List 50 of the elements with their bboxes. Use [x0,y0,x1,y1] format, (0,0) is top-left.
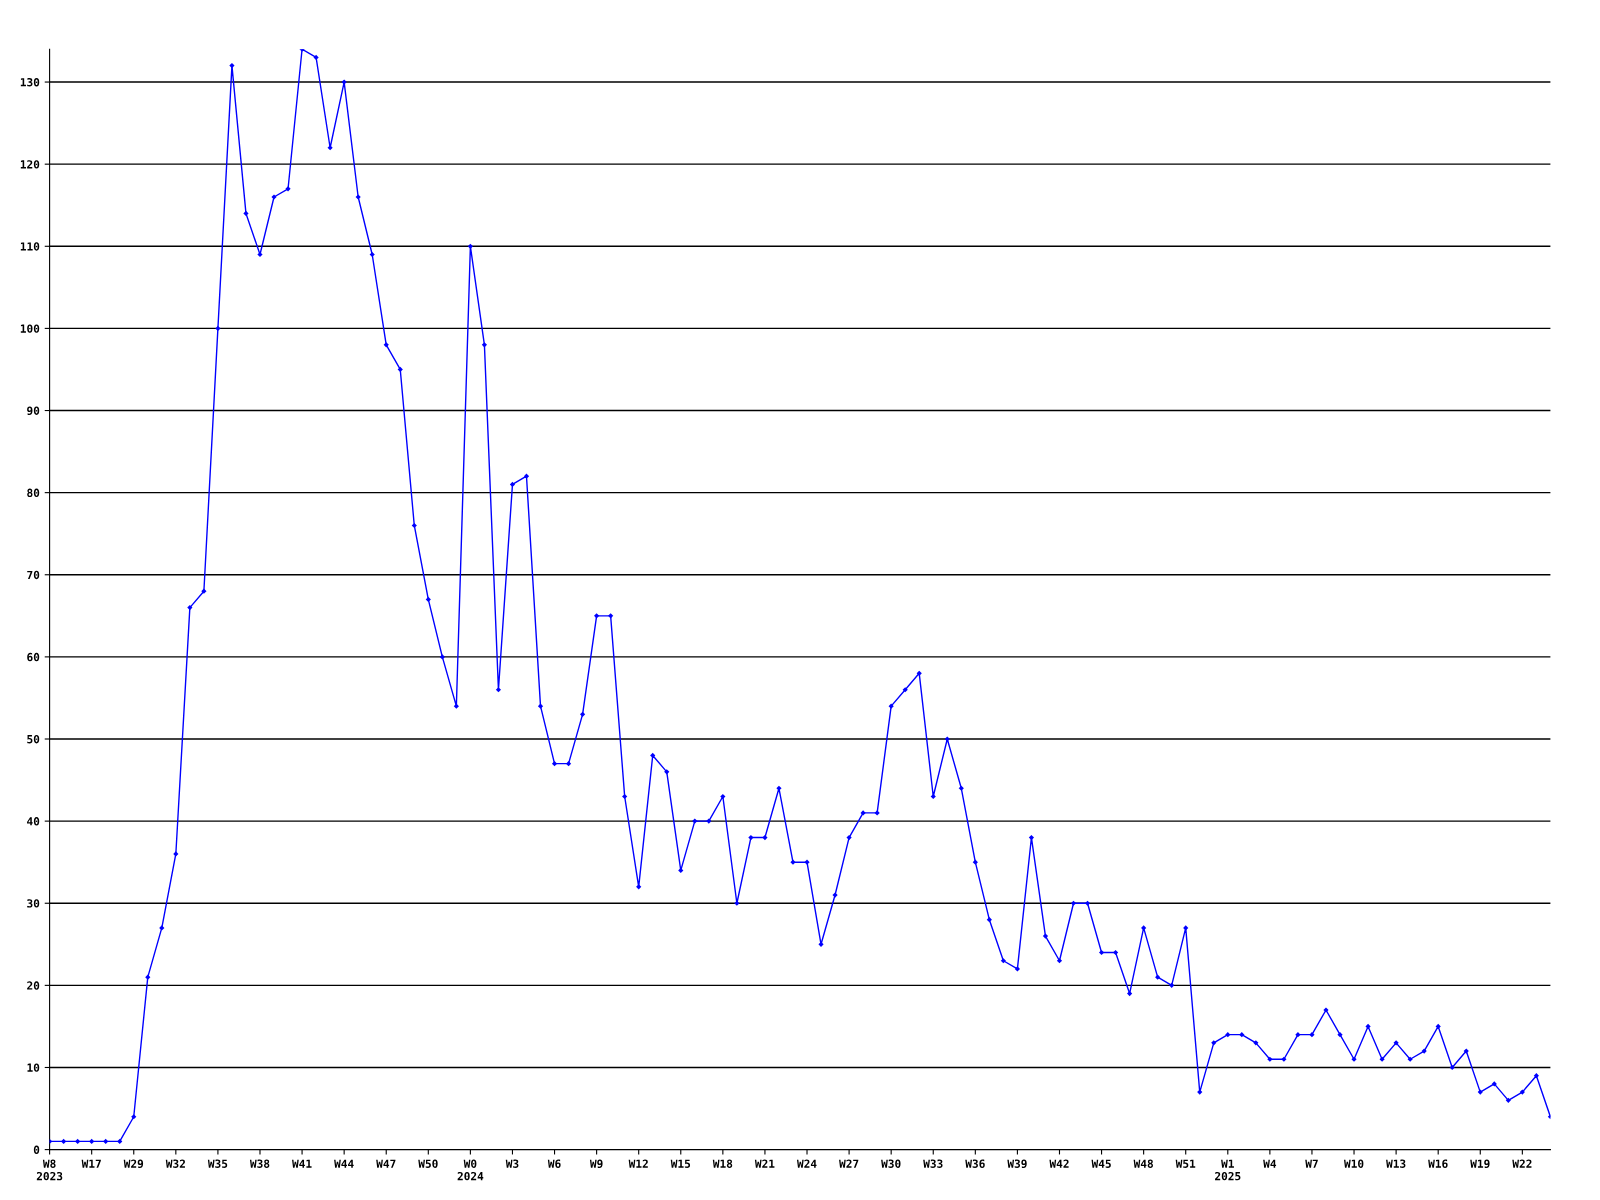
x-tick-label: W24 [796,1159,817,1168]
x-tick-label: W12 [628,1159,648,1168]
x-tick-label: W15 [670,1159,691,1168]
x-tick-label: W45 [1091,1159,1111,1168]
x-tick-label: W35 [207,1159,228,1168]
x-tick-label: W47 [376,1159,396,1168]
y-tick-label: 60 [27,652,40,662]
x-tick-label: W27 [839,1159,859,1168]
x-tick-label: W4 [1263,1159,1277,1168]
x-tick-label: W51 [1175,1159,1196,1168]
x-tick-label: W36 [965,1159,985,1168]
x-tick-label: W38 [249,1159,270,1168]
y-tick-label: 100 [20,324,40,333]
x-tick-label: W22 [1512,1159,1532,1168]
y-tick-label: 50 [27,734,40,744]
x-tick-label: W48 [1133,1159,1153,1168]
x-tick-label: W44 [334,1159,354,1168]
x-tick-label: W39 [1007,1159,1027,1168]
x-tick-label: W1 2025 [1215,1159,1241,1181]
x-tick-label: W33 [923,1159,943,1168]
y-tick-label: 20 [27,981,40,990]
x-tick-label: W10 [1344,1159,1364,1168]
x-tick-label: W3 [505,1159,519,1168]
x-tick-label: W8 2023 [36,1159,63,1181]
x-tick-label: W41 [292,1159,312,1168]
y-tick-label: 80 [27,488,40,498]
x-tick-label: W50 [418,1159,438,1168]
x-tick-label: W30 [881,1159,901,1168]
x-tick-label: W18 [712,1159,733,1168]
y-tick-label: 110 [20,242,40,251]
y-tick-label: 0 [33,1145,40,1154]
x-tick-label: W13 [1386,1159,1406,1168]
y-tick-label: 120 [20,160,40,169]
x-tick-label: W21 [754,1159,775,1168]
y-tick-label: 10 [27,1063,40,1072]
x-tick-label: W6 [547,1159,561,1168]
y-tick-label: 130 [20,78,40,87]
x-tick-label: W9 [589,1159,603,1168]
x-tick-label: W42 [1049,1159,1069,1168]
y-tick-label: 90 [27,406,40,415]
x-tick-label: W7 [1305,1159,1318,1168]
x-tick-label: W19 [1470,1159,1490,1168]
x-tick-label: W0 2024 [457,1159,484,1181]
y-tick-label: 40 [27,817,40,826]
x-tick-label: W32 [165,1159,185,1168]
y-tick-label: 30 [27,899,40,908]
y-tick-label: 70 [27,570,40,580]
x-tick-label: W17 [81,1159,101,1168]
x-tick-label: W29 [123,1159,144,1168]
x-tick-label: W16 [1428,1159,1448,1168]
